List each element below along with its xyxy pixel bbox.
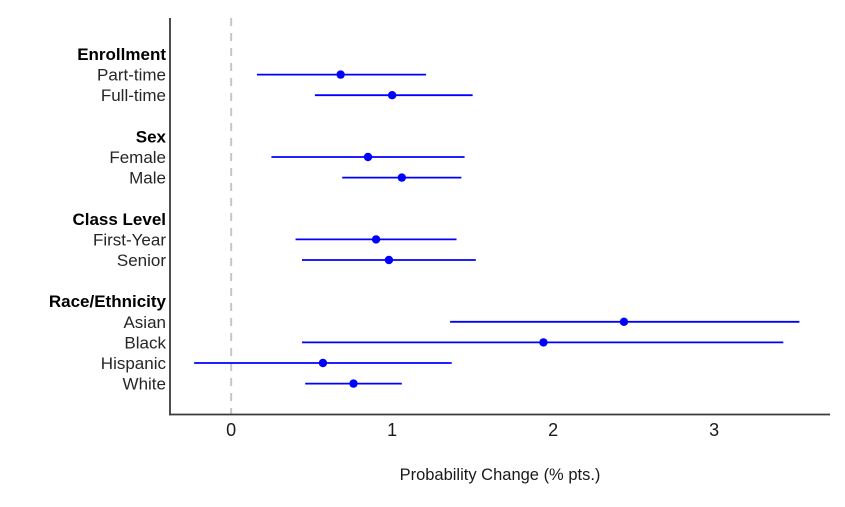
row-label: Part-time	[97, 66, 166, 85]
x-tick-label: 3	[709, 420, 719, 440]
group-header-label: Race/Ethnicity	[49, 292, 167, 311]
row-label: Black	[124, 333, 166, 352]
point-estimate	[349, 379, 358, 388]
x-tick-label: 0	[226, 420, 236, 440]
point-estimate	[363, 152, 373, 162]
group-header-label: Class Level	[72, 210, 166, 229]
row-label: Full-time	[101, 86, 166, 105]
row-label: Hispanic	[101, 354, 167, 373]
row-label: First-Year	[93, 230, 166, 249]
row-label: Male	[129, 169, 166, 188]
row-label: White	[123, 375, 166, 394]
point-estimate	[371, 235, 381, 244]
x-tick-label: 1	[387, 420, 397, 440]
point-estimate	[387, 91, 397, 100]
x-axis-title: Probability Change (% pts.)	[399, 466, 601, 484]
group-header-label: Enrollment	[77, 45, 166, 64]
x-tick-label: 2	[548, 420, 558, 440]
point-estimate	[318, 358, 328, 368]
point-estimate	[619, 317, 629, 326]
row-label: Asian	[123, 313, 166, 332]
group-header-label: Sex	[136, 127, 167, 146]
point-estimate	[539, 338, 548, 347]
row-label: Female	[109, 148, 166, 167]
point-estimate	[336, 70, 345, 79]
row-label: Senior	[117, 251, 166, 270]
point-estimate	[397, 173, 407, 182]
point-estimate	[384, 255, 394, 265]
